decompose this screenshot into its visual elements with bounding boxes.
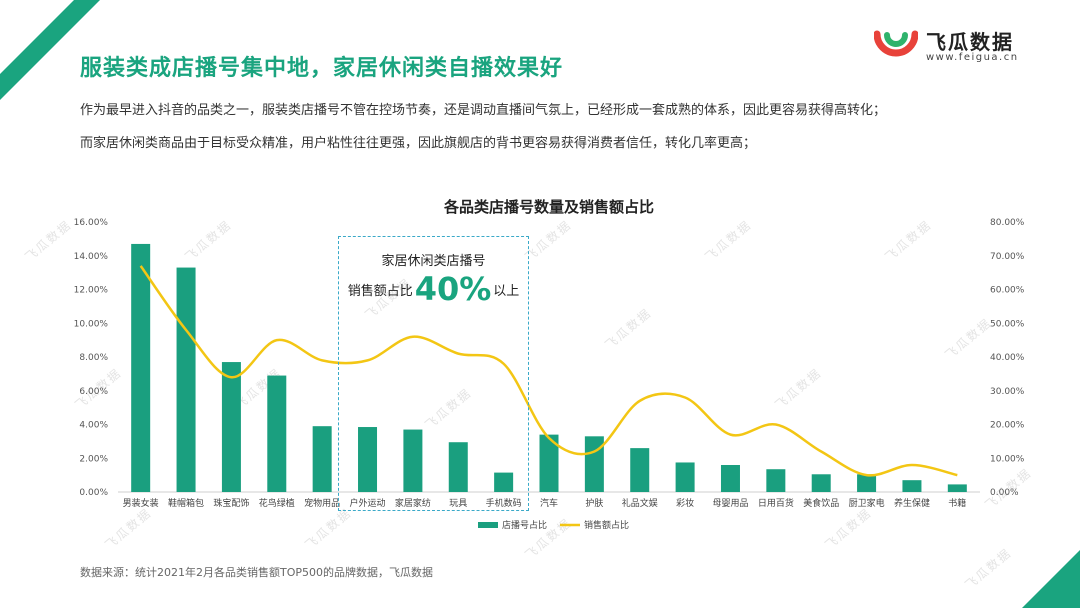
bar-store-accounts	[902, 480, 922, 492]
callout-line1: 家居休闲类店播号	[381, 254, 486, 269]
logo-name: 飞瓜数据	[926, 30, 1014, 54]
y-left-tick-label: 0.00%	[79, 488, 108, 498]
line-sales-share	[139, 265, 958, 477]
callout-suffix: 以上	[493, 284, 520, 299]
x-tick-label: 鞋帽箱包	[168, 497, 204, 509]
x-tick-label: 手机数码	[486, 497, 522, 509]
y-right-tick-label: 80.00%	[990, 218, 1025, 228]
bar-store-accounts	[766, 469, 786, 492]
y-right-tick-label: 70.00%	[990, 252, 1025, 262]
x-tick-label: 养生保健	[894, 497, 930, 509]
y-right-tick-label: 30.00%	[990, 387, 1025, 397]
bar-store-accounts	[403, 429, 423, 492]
x-tick-label: 厨卫家电	[849, 497, 885, 509]
y-right-tick-label: 40.00%	[990, 353, 1025, 363]
x-tick-label: 美食饮品	[803, 497, 839, 509]
legend-swatch-bar	[478, 522, 498, 528]
bar-store-accounts	[947, 484, 967, 492]
y-right-tick-label: 10.00%	[990, 454, 1025, 464]
y-right-tick-label: 50.00%	[990, 319, 1025, 329]
bar-store-accounts	[539, 434, 559, 492]
bar-store-accounts	[811, 474, 831, 492]
logo-url: www.feigua.cn	[926, 52, 1019, 63]
y-left-tick-label: 16.00%	[74, 218, 109, 228]
y-left-tick-label: 6.00%	[79, 387, 108, 397]
x-tick-label: 护肤	[585, 497, 603, 509]
y-left-tick-label: 4.00%	[79, 421, 108, 431]
bar-store-accounts	[358, 427, 378, 492]
y-left-tick-label: 10.00%	[74, 319, 109, 329]
callout-big-number: 40%	[414, 270, 492, 308]
watermelon-logo-icon	[874, 30, 918, 57]
bar-store-accounts	[675, 462, 695, 492]
callout-line2: 销售额占比40% 以上	[338, 270, 529, 308]
x-tick-label: 宠物用品	[304, 497, 340, 509]
y-left-tick-label: 2.00%	[79, 454, 108, 464]
x-tick-label: 母婴用品	[712, 498, 748, 509]
x-tick-label: 珠宝配饰	[213, 497, 249, 509]
y-left-tick-label: 12.00%	[74, 286, 109, 296]
x-tick-label: 玩具	[449, 498, 467, 509]
paragraph-2: 而家居休闲类商品由于目标受众精准，用户粘性往往更强，因此旗舰店的背书更容易获得消…	[80, 136, 757, 151]
y-left-tick-label: 14.00%	[74, 252, 109, 262]
chart-title: 各品类店播号数量及销售额占比	[443, 198, 654, 216]
bar-store-accounts	[448, 442, 468, 492]
callout-box	[338, 236, 529, 511]
bar-store-accounts	[221, 362, 241, 492]
bar-store-accounts	[857, 474, 877, 492]
page-title: 服装类成店播号集中地，家居休闲类自播效果好	[80, 56, 564, 81]
x-tick-label: 书籍	[948, 497, 966, 509]
bar-store-accounts	[584, 436, 604, 492]
bar-store-accounts	[494, 472, 514, 492]
bar-store-accounts	[312, 426, 332, 492]
legend-label-line: 销售额占比	[584, 519, 629, 531]
x-tick-label: 日用百货	[758, 497, 794, 509]
brand-logo: 飞瓜数据 www.feigua.cn	[874, 26, 1024, 70]
bar-store-accounts	[176, 267, 196, 492]
y-left-tick-label: 8.00%	[79, 353, 108, 363]
bar-store-accounts	[267, 375, 287, 492]
data-source-note: 数据来源：统计2021年2月各品类销售额TOP500的品牌数据，飞瓜数据	[80, 566, 433, 579]
corner-decoration-bottom-right	[1022, 550, 1080, 608]
y-right-tick-label: 60.00%	[990, 286, 1025, 296]
legend-label-bar: 店播号占比	[502, 519, 547, 531]
x-tick-label: 彩妆	[676, 497, 694, 509]
y-right-tick-label: 0.00%	[990, 488, 1019, 498]
x-tick-label: 家居家纺	[395, 497, 431, 509]
x-tick-label: 男装女装	[123, 497, 159, 509]
bar-store-accounts	[630, 448, 650, 492]
bar-store-accounts	[720, 465, 740, 492]
corner-decoration-top-left-inner	[0, 0, 74, 74]
paragraph-1: 作为最早进入抖音的品类之一，服装类店播号不管在控场节奏，还是调动直播间气氛上，已…	[80, 103, 887, 118]
bar-store-accounts	[131, 243, 151, 492]
x-tick-label: 户外运动	[350, 497, 386, 509]
x-tick-label: 花鸟绿植	[259, 497, 295, 509]
x-tick-label: 礼品文娱	[622, 497, 658, 509]
y-right-tick-label: 20.00%	[990, 421, 1025, 431]
callout-prefix: 销售额占比	[347, 284, 413, 299]
x-tick-label: 汽车	[540, 497, 558, 509]
